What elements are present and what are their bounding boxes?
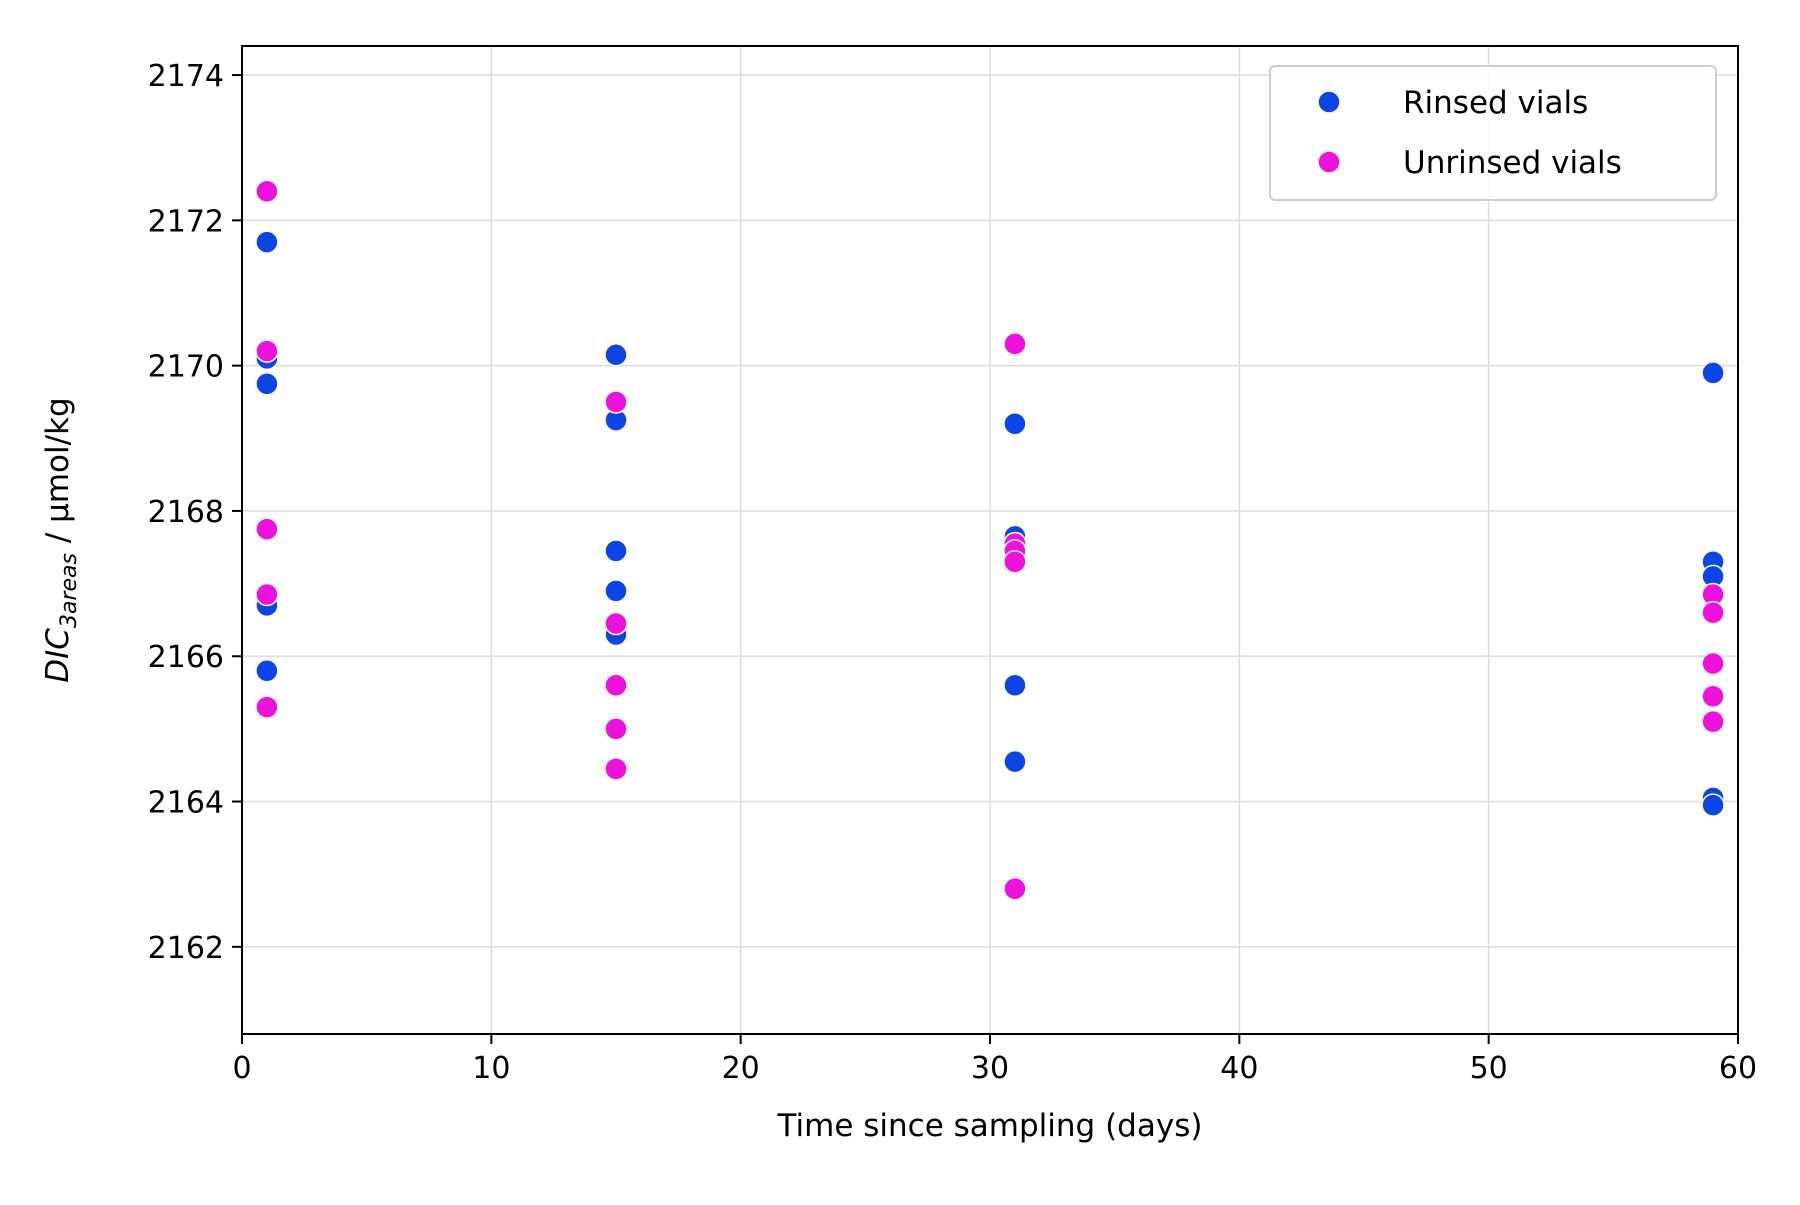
scatter-point	[255, 339, 279, 363]
scatter-point	[1701, 651, 1725, 676]
y-tick-label: 2170	[148, 350, 224, 385]
scatter-point	[1701, 793, 1725, 817]
scatter-point	[604, 539, 628, 563]
scatter-point	[1003, 550, 1027, 574]
x-tick-label: 40	[1220, 1051, 1258, 1086]
scatter-point	[1701, 709, 1725, 734]
scatter-point	[1003, 412, 1027, 436]
scatter-point	[604, 717, 628, 741]
scatter-point	[1003, 673, 1027, 698]
legend-box	[1269, 65, 1717, 201]
y-axis-title-subscript: 3areas	[57, 553, 82, 628]
scatter-point	[604, 757, 628, 781]
y-axis: 2162 2164 2166 2168 2170 2172 2174	[148, 59, 242, 966]
x-tick-label: 0	[232, 1051, 251, 1086]
y-axis-title: DIC3areas / µmol/kg	[40, 397, 82, 682]
legend-marker	[1317, 90, 1341, 114]
scatter-point	[255, 179, 279, 204]
grid-lines	[241, 46, 1739, 1034]
y-axis-title-unit: / µmol/kg	[40, 397, 76, 553]
scatter-point	[1701, 600, 1725, 625]
x-axis-title: Time since sampling (days)	[777, 1108, 1203, 1144]
scatter-point	[604, 673, 628, 698]
scatter-point	[1003, 332, 1027, 356]
y-tick-label: 2162	[148, 931, 224, 966]
x-tick-label: 10	[472, 1051, 510, 1086]
legend-label: Unrinsed vials	[1403, 145, 1622, 181]
data-points	[255, 179, 1725, 901]
x-axis: 0 10 20 30 40 50 60	[232, 1034, 1757, 1086]
y-tick-label: 2166	[148, 640, 224, 675]
scatter-point	[1003, 876, 1027, 901]
x-tick-label: 30	[971, 1051, 1009, 1086]
scatter-point	[255, 582, 279, 607]
x-tick-label: 60	[1719, 1051, 1757, 1086]
y-tick-label: 2164	[148, 786, 224, 821]
x-tick-label: 50	[1470, 1051, 1508, 1086]
scatter-point	[1003, 749, 1027, 774]
scatter-point	[255, 372, 279, 396]
legend-label: Rinsed vials	[1403, 85, 1588, 121]
scatter-point	[604, 611, 628, 636]
scatter-point	[1701, 684, 1725, 708]
x-tick-label: 20	[722, 1051, 760, 1086]
y-tick-label: 2174	[148, 59, 224, 94]
scatter-point	[255, 230, 279, 254]
legend: Rinsed vials Unrinsed vials	[1269, 65, 1717, 201]
scatter-point	[255, 659, 279, 683]
scatter-point	[604, 390, 628, 414]
scatter-point	[255, 517, 279, 541]
scatter-point	[1701, 361, 1725, 385]
y-tick-label: 2168	[148, 495, 224, 530]
y-axis-title-main: DIC	[40, 628, 76, 683]
y-tick-label: 2172	[148, 204, 224, 239]
scatter-point	[604, 579, 628, 603]
scatter-point	[255, 695, 279, 719]
scatter-point	[604, 343, 628, 367]
legend-marker	[1317, 150, 1341, 174]
